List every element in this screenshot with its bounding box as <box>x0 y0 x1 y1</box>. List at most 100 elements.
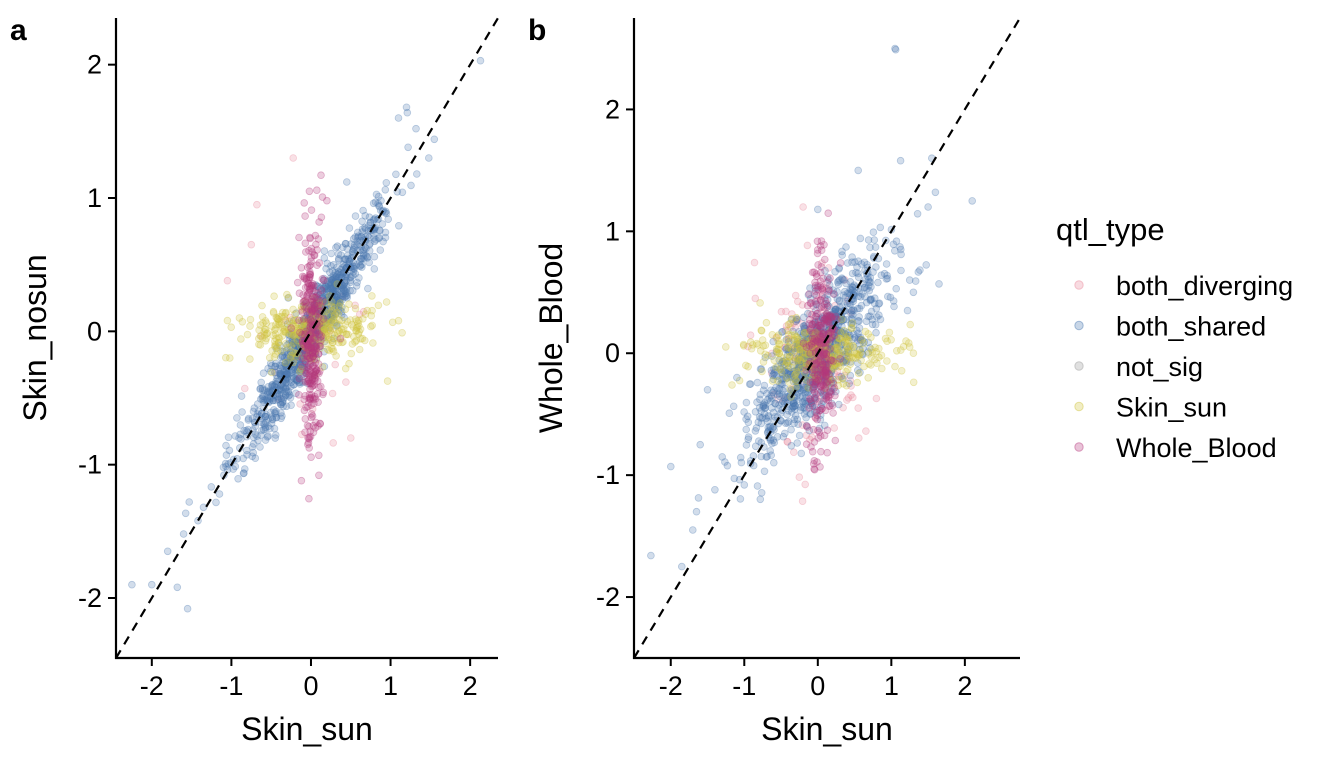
point-both-shared <box>333 263 341 272</box>
point-skin-sun <box>853 378 862 387</box>
legend-key <box>1074 401 1084 412</box>
point-both-diverging <box>271 368 280 377</box>
point-both-shared <box>277 385 285 394</box>
point-both-shared <box>266 367 275 376</box>
point-both-shared <box>270 424 279 433</box>
point-both-shared <box>866 243 874 252</box>
point-both-shared <box>306 351 314 360</box>
point-both-diverging <box>301 344 310 353</box>
point-both-shared <box>310 333 319 342</box>
point-both-shared <box>284 375 292 384</box>
point-both-shared <box>338 295 347 304</box>
point-both-shared <box>353 278 361 287</box>
point-both-shared <box>249 448 258 457</box>
point-both-shared <box>257 431 265 439</box>
point-both-shared <box>316 327 325 335</box>
point-both-shared <box>259 425 268 434</box>
point-both-shared <box>740 481 749 489</box>
point-both-shared <box>337 311 346 319</box>
point-both-shared <box>271 396 280 405</box>
point-both-shared <box>128 580 136 589</box>
point-both-diverging <box>791 291 800 300</box>
point-both-shared <box>312 353 321 362</box>
point-both-shared <box>299 355 308 364</box>
point-both-shared <box>257 409 266 418</box>
point-both-shared <box>215 490 224 498</box>
point-both-shared <box>319 284 328 292</box>
point-both-shared <box>276 353 285 362</box>
point-both-shared <box>292 309 301 318</box>
point-both-shared <box>277 414 285 423</box>
legend-key <box>1074 442 1084 452</box>
point-both-shared <box>363 254 372 262</box>
point-both-shared <box>282 387 291 396</box>
point-skin-sun <box>394 316 403 325</box>
point-both-shared <box>334 273 343 282</box>
point-both-shared <box>240 469 248 477</box>
point-both-shared <box>280 348 289 356</box>
point-both-shared <box>281 384 290 393</box>
point-both-shared <box>291 363 300 372</box>
point-both-shared <box>325 268 334 277</box>
point-both-shared <box>270 382 278 390</box>
point-skin-sun <box>256 321 265 329</box>
point-both-shared <box>283 370 291 379</box>
point-skin-sun <box>887 335 895 344</box>
point-both-shared <box>303 311 312 319</box>
point-both-shared <box>329 275 338 284</box>
point-both-shared <box>261 412 270 421</box>
point-whole-blood <box>301 248 310 256</box>
point-both-shared <box>326 304 335 313</box>
point-both-shared <box>392 170 400 179</box>
point-both-shared <box>337 287 346 296</box>
point-both-shared <box>346 273 354 282</box>
point-skin-sun <box>868 348 877 357</box>
point-both-shared <box>286 393 295 402</box>
point-both-shared <box>882 260 891 268</box>
point-both-shared <box>861 292 869 301</box>
point-both-shared <box>271 431 280 439</box>
point-both-shared <box>344 255 353 263</box>
point-both-shared <box>835 297 844 306</box>
point-both-shared <box>279 347 287 356</box>
point-both-shared <box>336 295 345 304</box>
point-both-shared <box>935 280 943 288</box>
point-both-shared <box>356 257 364 266</box>
point-both-shared <box>199 503 208 512</box>
point-both-shared <box>283 371 291 379</box>
point-whole-blood <box>805 395 814 403</box>
point-both-shared <box>300 325 308 334</box>
panel-b-x-title: Skin_sun <box>761 711 893 747</box>
point-both-shared <box>307 358 316 366</box>
point-both-shared <box>864 236 873 244</box>
point-both-shared <box>303 379 312 388</box>
point-both-shared <box>302 354 311 363</box>
point-both-shared <box>288 341 297 349</box>
point-both-shared <box>319 276 328 285</box>
point-whole-blood <box>311 231 320 240</box>
point-both-shared <box>914 268 923 276</box>
point-both-shared <box>318 287 327 295</box>
point-both-shared <box>284 387 293 396</box>
point-both-shared <box>305 314 313 323</box>
point-both-shared <box>339 260 348 269</box>
point-both-diverging <box>289 154 298 162</box>
point-both-shared <box>318 321 326 329</box>
point-both-shared <box>322 288 331 297</box>
point-both-shared <box>356 254 365 263</box>
point-both-shared <box>271 380 280 389</box>
point-both-shared <box>303 342 312 351</box>
point-both-shared <box>271 362 280 371</box>
point-both-shared <box>757 407 765 415</box>
point-both-shared <box>301 326 310 335</box>
point-both-shared <box>296 361 304 370</box>
point-both-shared <box>185 498 194 506</box>
point-both-shared <box>306 341 315 350</box>
point-both-shared <box>813 205 822 214</box>
x-tick-label: -2 <box>659 671 683 701</box>
point-both-shared <box>318 294 327 302</box>
point-both-shared <box>348 247 357 255</box>
point-both-shared <box>296 352 305 361</box>
point-skin-sun <box>246 315 255 324</box>
point-both-shared <box>244 425 253 434</box>
